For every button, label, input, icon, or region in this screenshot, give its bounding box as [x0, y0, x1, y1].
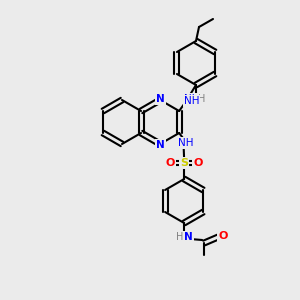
Text: S: S: [180, 158, 188, 168]
Text: O: O: [218, 231, 228, 241]
Text: NH: NH: [184, 96, 199, 106]
Text: H: H: [198, 94, 206, 104]
Text: NH: NH: [178, 138, 194, 148]
Text: N: N: [156, 140, 164, 150]
Text: N: N: [156, 94, 164, 104]
Text: N: N: [184, 232, 193, 242]
Text: NH: NH: [184, 94, 200, 104]
Text: O: O: [166, 158, 175, 168]
Text: O: O: [194, 158, 203, 168]
Text: H: H: [176, 232, 184, 242]
